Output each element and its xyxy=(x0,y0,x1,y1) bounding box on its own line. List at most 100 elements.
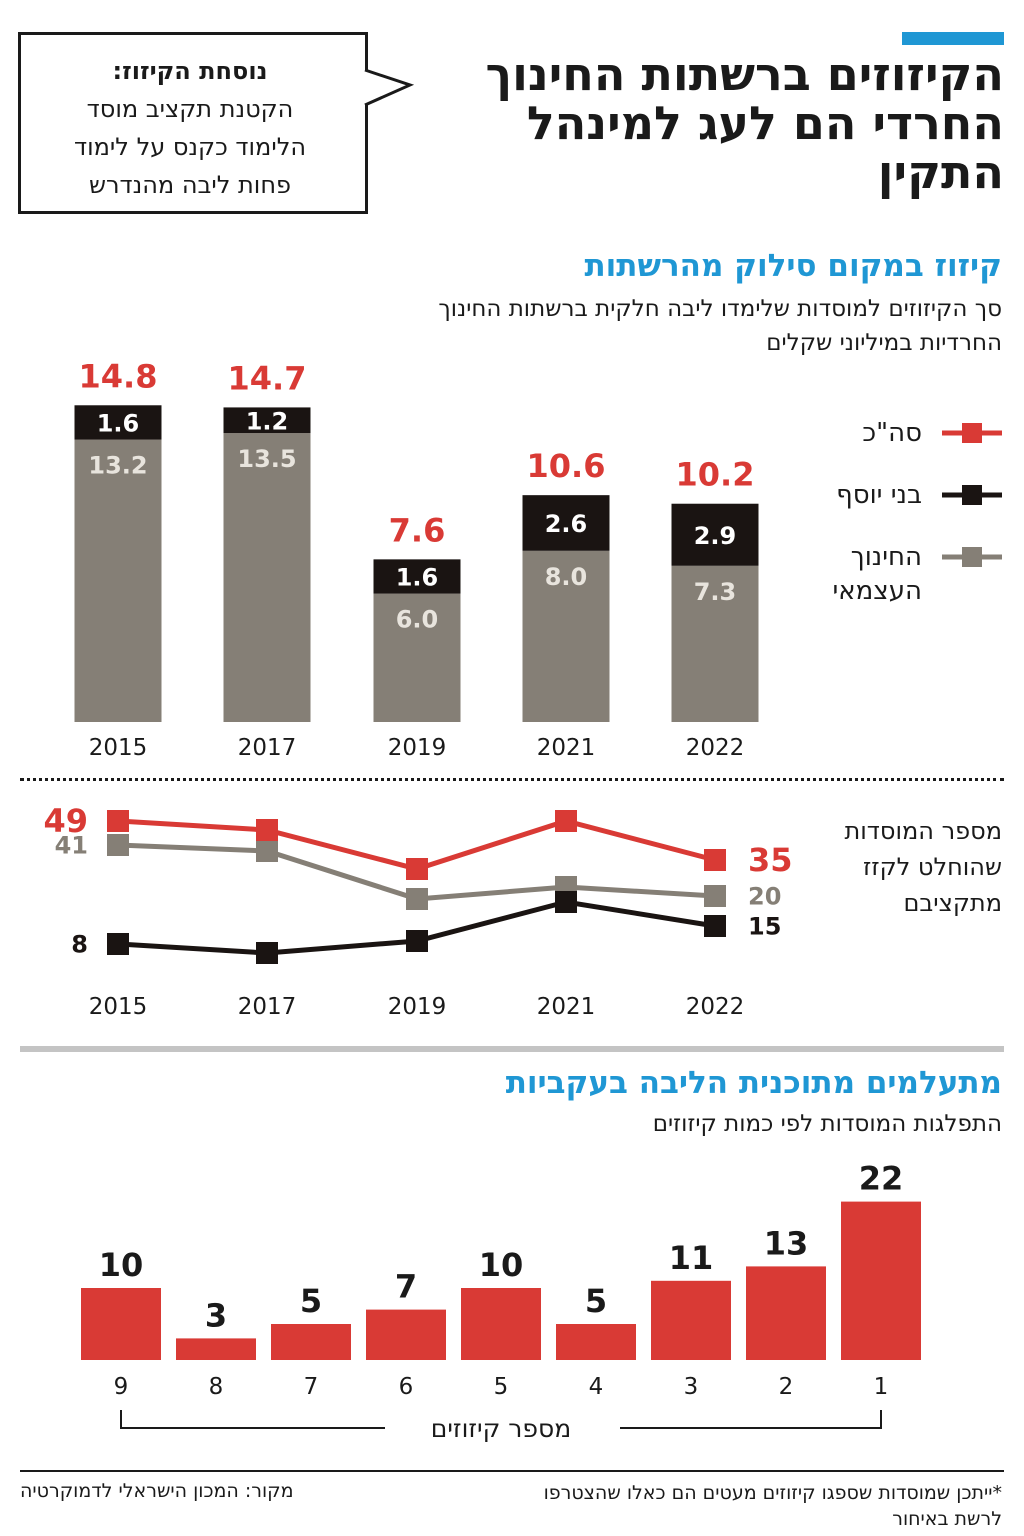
footnote: *ייתכן שמוסדות שספגו קיזוזים מעטים הם כא… xyxy=(543,1482,1002,1530)
point-total xyxy=(704,849,726,871)
x-tick-label: 2015 xyxy=(89,735,148,761)
callout-text: נוסחת הקיזוז: הקטנת תקציב מוסד הלימוד כק… xyxy=(30,52,350,204)
bar-segment-independent xyxy=(522,550,610,722)
point-beni_yosef xyxy=(555,891,577,913)
bar-segment-beni-yosef xyxy=(671,503,759,566)
x-tick-label: 5 xyxy=(494,1374,509,1400)
distribution-bar xyxy=(651,1280,731,1360)
subtitle-line: החרדיות במיליוני שקלים xyxy=(766,330,1002,356)
x-tick-label: 2022 xyxy=(686,994,745,1020)
footer-rule xyxy=(20,1470,1004,1472)
value-label-beni-yosef: 2.9 xyxy=(694,522,737,550)
point-independent xyxy=(704,885,726,907)
x-tick-label: 3 xyxy=(684,1374,699,1400)
legend-label-beni-yosef: בני יוסף xyxy=(836,480,922,510)
distribution-bar xyxy=(556,1324,636,1360)
bar-segment-beni-yosef xyxy=(373,559,461,594)
subtitle-line: סך הקיזוזים למוסדות שלימדו ליבה חלקית בר… xyxy=(438,296,1002,322)
bar-segment-beni-yosef xyxy=(522,495,610,551)
callout-heading: נוסחת הקיזוז: xyxy=(112,57,268,85)
bar-segment-independent xyxy=(223,433,311,722)
section2-subtitle: התפלגות המוסדות לפי כמות קיזוזים xyxy=(652,1111,1002,1137)
line-value-label-beni_yosef: 8 xyxy=(71,930,88,958)
callout-line: פחות ליבה מהנדרש xyxy=(88,171,292,199)
x-tick-label: 2019 xyxy=(388,735,447,761)
distribution-value-label: 7 xyxy=(395,1268,417,1306)
x-tick-label: 2015 xyxy=(89,994,148,1020)
bar-segment-independent xyxy=(671,565,759,722)
legend-label-independent: החינוך העצמאי xyxy=(832,542,922,606)
line-value-label-total: 49 xyxy=(43,802,88,840)
point-independent xyxy=(107,834,129,856)
section1-subtitle: סך הקיזוזים למוסדות שלימדו ליבה חלקית בר… xyxy=(362,292,1002,360)
x-tick-label: 8 xyxy=(209,1374,224,1400)
line-value-label-independent: 41 xyxy=(55,831,88,859)
distribution-bar xyxy=(746,1266,826,1360)
section-separator xyxy=(20,1046,1004,1052)
point-beni_yosef xyxy=(406,930,428,952)
x-tick-label: 2021 xyxy=(537,994,596,1020)
point-independent xyxy=(406,888,428,910)
point-beni_yosef xyxy=(107,933,129,955)
distribution-bar xyxy=(461,1288,541,1360)
distribution-value-label: 22 xyxy=(859,1160,904,1198)
dotted-separator xyxy=(20,778,1004,781)
distribution-value-label: 10 xyxy=(99,1246,144,1284)
line-value-label-beni_yosef: 15 xyxy=(748,912,781,940)
value-label-independent: 13.2 xyxy=(88,452,147,480)
value-label-independent: 6.0 xyxy=(396,606,439,634)
title-line: החרדי הם לעג למינהל xyxy=(526,96,1004,150)
point-total xyxy=(107,810,129,832)
point-beni_yosef xyxy=(256,942,278,964)
bar-segment-beni-yosef xyxy=(74,405,162,440)
value-label-independent: 7.3 xyxy=(694,578,737,606)
value-label-beni-yosef: 1.6 xyxy=(97,409,140,437)
axis-bracket xyxy=(120,1410,882,1429)
distribution-value-label: 3 xyxy=(205,1296,227,1334)
point-total xyxy=(406,858,428,880)
total-label: 10.6 xyxy=(527,447,606,485)
section1-title: קיזוז במקום סילוק מהרשתות xyxy=(584,248,1002,284)
x-tick-label: 1 xyxy=(874,1374,889,1400)
bar-segment-independent xyxy=(74,439,162,722)
callout-tail xyxy=(364,68,415,107)
value-label-beni-yosef: 1.6 xyxy=(396,563,439,591)
value-label-beni-yosef: 1.2 xyxy=(246,407,289,435)
distribution-value-label: 11 xyxy=(669,1239,714,1277)
x-tick-label: 6 xyxy=(399,1374,414,1400)
point-total xyxy=(555,810,577,832)
total-label: 7.6 xyxy=(389,511,446,549)
title-line: התקין xyxy=(877,145,1004,199)
value-label-independent: 13.5 xyxy=(237,445,296,473)
distribution-value-label: 13 xyxy=(764,1224,809,1262)
callout-box xyxy=(18,32,368,214)
line-value-label-independent: 20 xyxy=(748,882,781,910)
total-label: 14.8 xyxy=(79,357,158,395)
legend-label-total: סה"כ xyxy=(862,418,922,448)
total-label: 14.7 xyxy=(228,359,307,397)
section2-title: מתעלמים מתוכנית הליבה בעקביות xyxy=(505,1065,1002,1101)
x-tick-label: 2019 xyxy=(388,994,447,1020)
callout-line: הקטנת תקציב מוסד xyxy=(86,95,294,123)
value-label-independent: 8.0 xyxy=(545,563,588,591)
x-tick-label: 2021 xyxy=(537,735,596,761)
x-tick-label: 2022 xyxy=(686,735,745,761)
x-tick-label: 2017 xyxy=(238,994,297,1020)
source-note: מקור: המכון הישראלי לדמוקרטיה xyxy=(20,1480,294,1502)
main-title: הקיזוזים ברשתות החינוך החרדי הם לעג למינ… xyxy=(444,50,1004,197)
distribution-value-label: 5 xyxy=(300,1282,322,1320)
line-value-label-total: 35 xyxy=(748,841,793,879)
bar-segment-beni-yosef xyxy=(223,407,311,434)
distribution-bar xyxy=(841,1201,921,1360)
x-tick-label: 7 xyxy=(304,1374,319,1400)
x-tick-label: 9 xyxy=(114,1374,129,1400)
point-total xyxy=(256,819,278,841)
distribution-value-label: 5 xyxy=(585,1282,607,1320)
bar-segment-independent xyxy=(373,593,461,722)
callout-line: הלימוד כקנס על לימוד xyxy=(73,133,307,161)
accent-bar xyxy=(902,32,1004,45)
point-independent xyxy=(256,840,278,862)
